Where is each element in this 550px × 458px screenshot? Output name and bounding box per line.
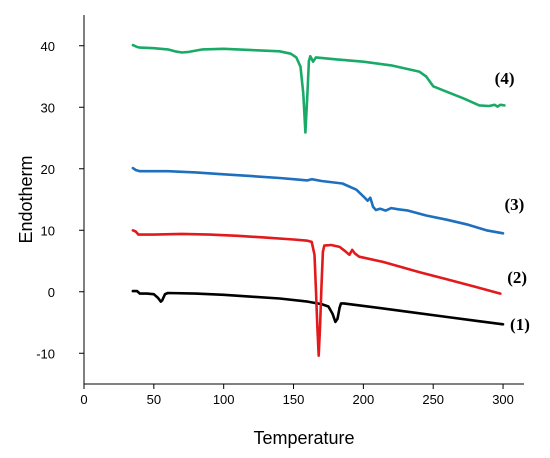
series-line-2 bbox=[131, 229, 502, 357]
tick-group: 0 50 100 150 200 250 300 -10 0 10 20 30 40 bbox=[36, 39, 514, 407]
y-tick-label: 20 bbox=[41, 162, 55, 177]
y-tick-label: 40 bbox=[41, 39, 55, 54]
y-tick-label: -10 bbox=[36, 346, 55, 361]
series-label: (3) bbox=[504, 195, 524, 214]
series-line-4 bbox=[131, 43, 506, 134]
x-tick-label: 150 bbox=[283, 392, 305, 407]
series-label: (1) bbox=[510, 315, 530, 334]
x-tick-label: 50 bbox=[147, 392, 161, 407]
x-tick-label: 250 bbox=[422, 392, 444, 407]
x-tick-label: 300 bbox=[492, 392, 514, 407]
axes bbox=[83, 15, 524, 385]
x-tick-label: 200 bbox=[353, 392, 375, 407]
x-tick-label: 0 bbox=[80, 392, 87, 407]
series-label: (4) bbox=[495, 69, 515, 88]
y-tick-label: 10 bbox=[41, 223, 55, 238]
series-group bbox=[131, 43, 506, 357]
series-line-3 bbox=[131, 166, 505, 235]
x-axis-title: Temperature bbox=[253, 428, 354, 448]
series-label-group: (1) (2) (3) (4) bbox=[495, 69, 530, 334]
x-tick-label: 100 bbox=[213, 392, 235, 407]
y-axis-title: Endotherm bbox=[16, 155, 36, 243]
y-tick-label: 30 bbox=[41, 100, 55, 115]
y-tick-label: 0 bbox=[48, 285, 55, 300]
series-label: (2) bbox=[507, 268, 527, 287]
series-line-1 bbox=[131, 289, 505, 326]
